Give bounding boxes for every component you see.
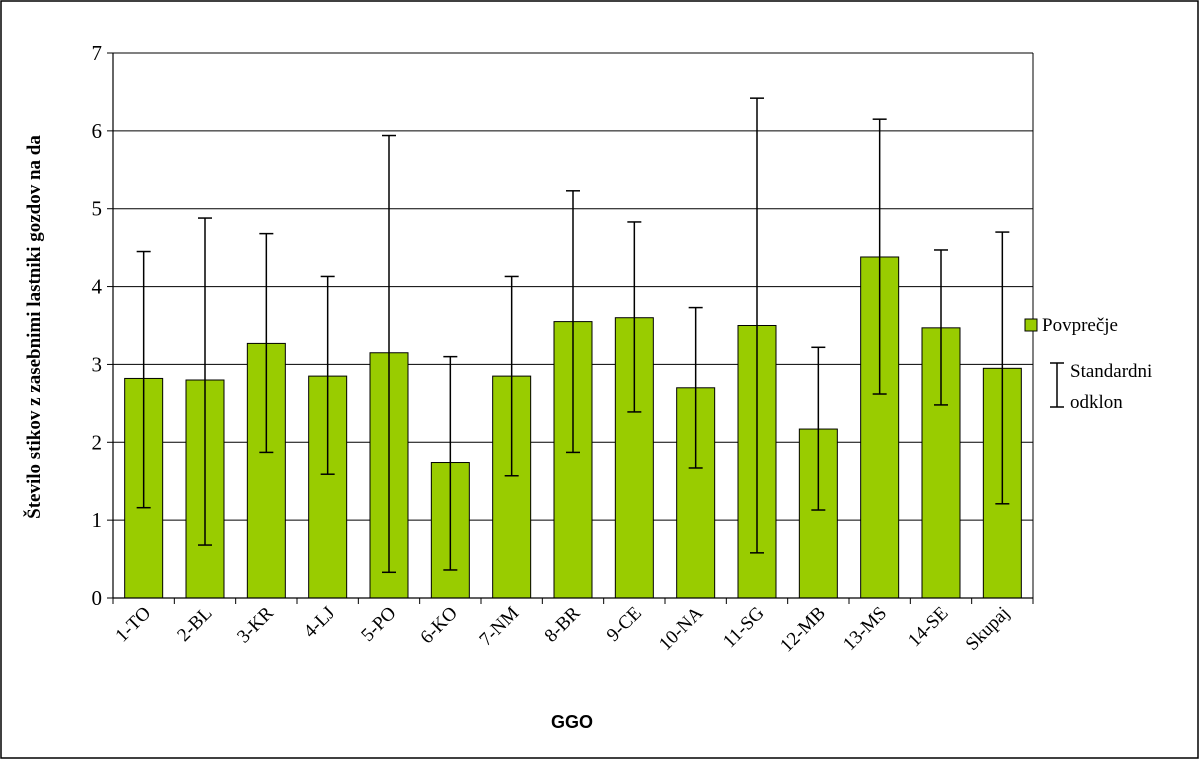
legend-error-label-line2: odklon [1070,392,1123,413]
legend-error-label-line1: Standardni [1070,361,1152,382]
y-tick-labels: 0 1 2 3 4 5 6 7 [92,41,103,610]
y-tick-label: 1 [92,508,103,532]
y-tick-label: 2 [92,430,103,454]
legend: Povprečje Standardni odklon [1024,315,1152,413]
error-bars [136,97,1010,574]
y-tick-label: 0 [92,586,103,610]
bar [492,375,532,599]
y-axis-title: Število stikov z zasebnimi lastniki gozd… [23,135,45,519]
axes [107,52,1034,604]
y-tick-label: 7 [92,41,103,65]
y-tick-label: 5 [92,197,103,221]
x-axis-title: GGO [551,712,593,732]
legend-bar-swatch [1024,318,1038,332]
y-tick-label: 4 [92,275,103,299]
y-tick-label: 6 [92,119,103,143]
legend-bar-label: Povprečje [1042,315,1118,336]
y-tick-label: 3 [92,352,103,376]
